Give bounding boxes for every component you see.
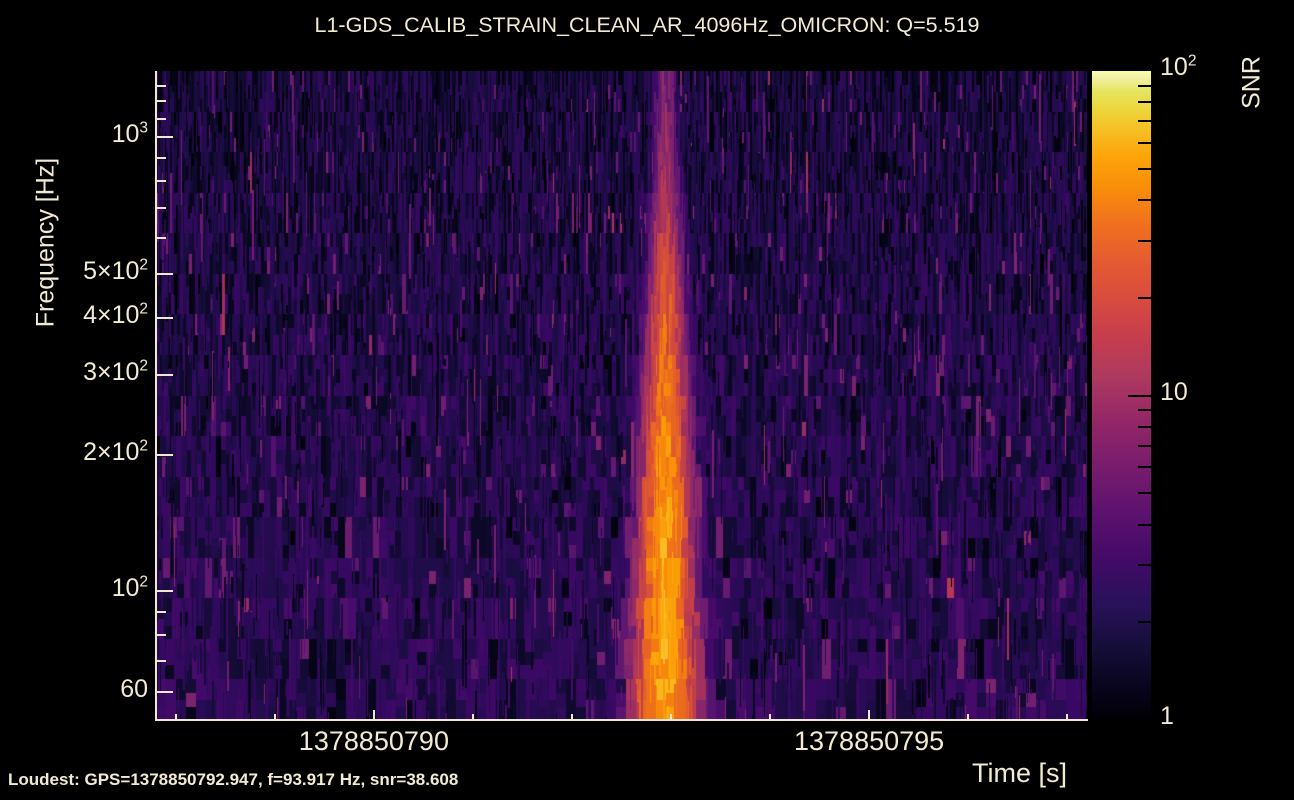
colorbar-minor-tick xyxy=(1138,409,1151,412)
loudest-event-status: Loudest: GPS=1378850792.947, f=93.917 Hz… xyxy=(8,770,459,789)
colorbar-tick xyxy=(1128,394,1151,397)
colorbar-tick-label: 102 xyxy=(1160,52,1197,81)
colorbar-minor-tick xyxy=(1138,84,1151,87)
y-axis-tick-label: 103 xyxy=(111,119,148,149)
x-axis-minor-tick xyxy=(570,714,573,721)
y-axis-title: Frequency [Hz] xyxy=(31,157,60,328)
y-axis-tick xyxy=(156,690,173,693)
colorbar-minor-tick xyxy=(1138,492,1151,495)
x-axis-title: Time [s] xyxy=(972,758,1068,788)
colorbar-minor-tick xyxy=(1138,239,1151,242)
x-axis-tick xyxy=(372,710,375,721)
colorbar-minor-tick xyxy=(1138,621,1151,624)
y-axis-line xyxy=(155,71,157,721)
x-axis-minor-tick xyxy=(769,714,772,721)
y-axis-tick-label: 5×102 xyxy=(83,256,148,285)
y-axis-tick xyxy=(156,272,173,275)
y-axis-minor-tick xyxy=(156,157,166,160)
x-axis-tick-label: 1378850790 xyxy=(298,726,449,756)
y-axis-tick xyxy=(156,453,173,456)
spectrogram-image[interactable] xyxy=(156,71,1087,720)
colorbar[interactable] xyxy=(1092,71,1151,721)
colorbar-minor-tick xyxy=(1138,141,1151,144)
colorbar-minor-tick xyxy=(1138,523,1151,526)
colorbar-minor-tick xyxy=(1138,199,1151,202)
y-axis-minor-tick xyxy=(156,206,166,209)
y-axis-tick xyxy=(156,136,173,139)
page-title: L1-GDS_CALIB_STRAIN_CLEAN_AR_4096Hz_OMIC… xyxy=(314,13,980,37)
colorbar-minor-tick xyxy=(1138,101,1151,104)
y-axis-tick-label: 3×102 xyxy=(83,357,148,386)
x-axis-minor-tick xyxy=(471,714,474,721)
colorbar-tick-label: 1 xyxy=(1160,702,1174,730)
colorbar-minor-tick xyxy=(1138,167,1151,170)
colorbar-title: SNR xyxy=(1237,56,1266,109)
colorbar-minor-tick xyxy=(1138,425,1151,428)
x-axis-line xyxy=(155,719,1088,721)
colorbar-tick-label: 10 xyxy=(1160,377,1188,406)
x-axis-minor-tick xyxy=(174,714,177,721)
colorbar-minor-tick xyxy=(1138,120,1151,123)
y-axis-minor-tick xyxy=(156,84,166,87)
x-axis-minor-tick xyxy=(273,714,276,721)
colorbar-minor-tick xyxy=(1138,296,1151,299)
x-axis-tick xyxy=(868,710,871,721)
y-axis-tick-label: 60 xyxy=(120,674,148,703)
x-axis-tick-label: 1378850795 xyxy=(794,726,945,756)
colorbar-tick xyxy=(1128,719,1151,721)
y-axis-tick-label: 102 xyxy=(111,573,148,603)
y-axis-minor-tick xyxy=(156,660,166,663)
y-axis-tick-label: 2×102 xyxy=(83,437,148,466)
y-axis-minor-tick xyxy=(156,100,166,103)
colorbar-minor-tick xyxy=(1138,466,1151,469)
y-axis-minor-tick xyxy=(156,634,166,637)
colorbar-minor-tick xyxy=(1138,564,1151,567)
spectrogram-plot-area[interactable] xyxy=(156,71,1087,720)
colorbar-minor-tick xyxy=(1138,444,1151,447)
y-axis-minor-tick xyxy=(156,610,166,613)
x-axis-minor-tick xyxy=(670,714,673,721)
y-axis-minor-tick xyxy=(156,180,166,183)
y-axis-tick-label: 4×102 xyxy=(83,300,148,329)
y-axis-tick xyxy=(156,373,173,376)
x-axis-minor-tick xyxy=(1066,714,1069,721)
y-axis-minor-tick xyxy=(156,236,166,239)
y-axis-tick xyxy=(156,590,173,593)
y-axis-tick xyxy=(156,316,173,319)
x-axis-minor-tick xyxy=(967,714,970,721)
y-axis-minor-tick xyxy=(156,117,166,120)
